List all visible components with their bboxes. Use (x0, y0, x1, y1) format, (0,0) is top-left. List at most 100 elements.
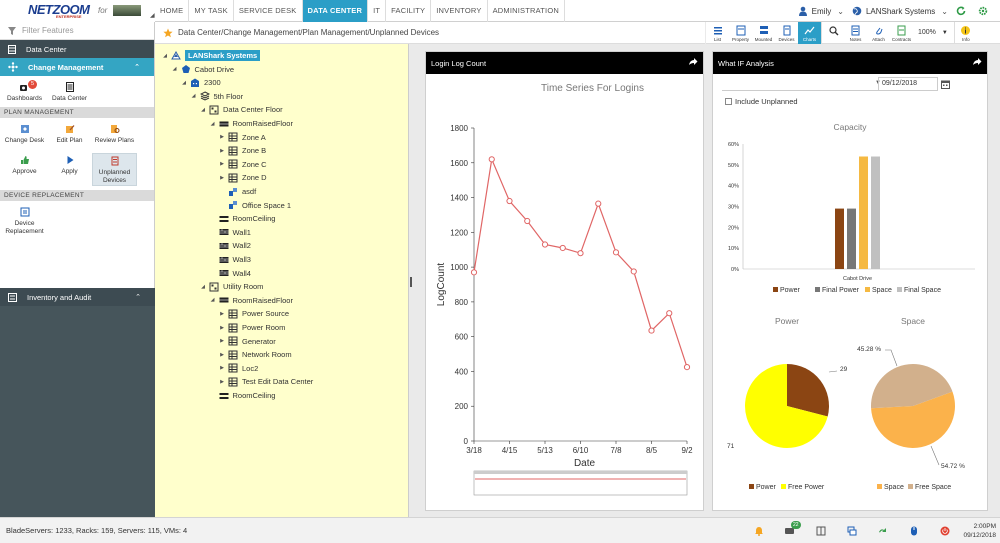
tree-toggle-icon[interactable]: ▶ (220, 324, 224, 331)
tree-node[interactable]: ◢ LANShark Systems (161, 49, 261, 62)
data-point[interactable] (648, 327, 655, 334)
refresh-button[interactable] (956, 6, 970, 16)
tree-node[interactable]: Office Space 1 (218, 199, 291, 212)
tree-node[interactable]: ◢ Data Center Floor (199, 103, 283, 116)
logo-dropdown-icon[interactable]: ◢ (150, 13, 155, 19)
include-unplanned-checkbox[interactable]: Include Unplanned (725, 97, 798, 106)
tree-toggle-icon[interactable]: ◢ (172, 66, 177, 73)
toolbar-notes-button[interactable]: Notes (844, 22, 867, 44)
data-point[interactable] (666, 310, 673, 317)
tile-unplanned-devices[interactable]: Unplanned Devices (92, 153, 137, 186)
logout-button[interactable] (929, 518, 960, 543)
legend-item[interactable]: Space (865, 287, 892, 294)
tile-edit-plan[interactable]: Edit Plan (47, 122, 92, 145)
legend-item[interactable]: Space (877, 484, 904, 491)
settings-button[interactable] (978, 6, 992, 16)
data-point[interactable] (506, 197, 513, 205)
splitter-grip[interactable] (410, 277, 412, 287)
toolbar-property-button[interactable]: Property (729, 22, 752, 44)
tile-dashboards[interactable]: 5 Dashboards (2, 80, 47, 103)
sync-button[interactable] (867, 518, 898, 543)
data-point[interactable] (524, 217, 531, 225)
tree-node[interactable]: ▶ Zone A (218, 131, 266, 144)
tree-node[interactable]: ◢ Utility Room (199, 280, 263, 293)
pie-slice-free-power[interactable] (745, 364, 828, 448)
data-point[interactable] (577, 250, 584, 257)
data-point[interactable] (488, 156, 495, 163)
tree-toggle-icon[interactable]: ▶ (220, 174, 224, 181)
pie-slice-space[interactable] (871, 391, 955, 448)
checkbox-box[interactable] (725, 98, 732, 105)
toolbar-list-button[interactable]: List (706, 22, 729, 44)
collapse-caret-icon[interactable]: ⌃ (134, 64, 140, 71)
pie-slice-free-space[interactable] (871, 364, 953, 409)
range-navigator[interactable] (473, 470, 688, 496)
tree-node[interactable]: ▶ Zone B (218, 144, 266, 157)
data-point[interactable] (683, 363, 691, 371)
tree-node[interactable]: Wall3 (209, 253, 251, 266)
data-point[interactable] (559, 244, 566, 252)
pie-slice-power[interactable] (787, 364, 829, 417)
tile-apply[interactable]: Apply (47, 153, 92, 186)
tile-device-replacement[interactable]: Device Replacement (2, 205, 47, 236)
tree-node[interactable]: ▶ Power Room (218, 321, 285, 334)
tree-toggle-icon[interactable]: ◢ (182, 79, 186, 86)
zoom-select[interactable]: 100% ▼ (918, 29, 948, 36)
tree-toggle-icon[interactable]: ◢ (201, 283, 205, 290)
collapse-caret-icon[interactable]: ⌃ (135, 294, 141, 301)
date-input[interactable]: 09/12/2018 (878, 77, 938, 91)
tile-data-center[interactable]: Data Center (47, 80, 92, 103)
org-menu[interactable]: LANShark Systems ⌄ (852, 6, 948, 16)
data-point[interactable] (541, 241, 549, 248)
tree-node[interactable]: ▶ Generator (218, 335, 276, 348)
tree-node[interactable]: ◢ Cabot Drive (171, 63, 235, 76)
share-icon[interactable] (688, 57, 698, 67)
tree-node[interactable]: Wall2 (209, 239, 251, 252)
filter-features[interactable]: Filter Features (0, 22, 154, 40)
sidebar-item-change-management[interactable]: Change Management ⌃ (0, 58, 154, 76)
bar-space[interactable] (859, 156, 868, 270)
nav-home[interactable]: HOME (155, 0, 190, 22)
sidebar-item-inventory-audit[interactable]: Inventory and Audit ⌃ (0, 288, 155, 306)
data-point[interactable] (595, 200, 602, 207)
tile-review-plans[interactable]: Review Plans (92, 122, 137, 145)
legend-item[interactable]: Free Power (781, 484, 825, 491)
tree-node[interactable]: ▶ Power Source (218, 307, 289, 320)
toolbar-devices-button[interactable]: Devices (775, 22, 798, 44)
tree-toggle-icon[interactable]: ▶ (220, 161, 224, 168)
legend-item[interactable]: Free Space (908, 484, 951, 491)
tree-toggle-icon[interactable]: ▶ (220, 365, 224, 372)
nav-it[interactable]: IT (368, 0, 387, 22)
tree-node[interactable]: Wall4 (209, 267, 251, 280)
toolbar-mounted-button[interactable]: Mounted (752, 22, 775, 44)
tree-node[interactable]: ▶ Network Room (218, 348, 292, 361)
tree-node[interactable]: Wall1 (209, 226, 251, 239)
tree-node[interactable]: ▶ Zone C (218, 158, 267, 171)
toolbar-attach-button[interactable]: Attach (867, 22, 890, 44)
mouse-button[interactable] (898, 518, 929, 543)
tree-node[interactable]: ▶ Loc2 (218, 362, 258, 375)
tree-toggle-icon[interactable]: ▶ (220, 310, 224, 317)
location-select[interactable]: ▼ (722, 77, 885, 91)
toolbar-contracts-button[interactable]: Contracts (890, 22, 913, 44)
netzoom-logo[interactable]: NETZOOM ENTERPRISE for ◢ (0, 0, 155, 22)
legend-item[interactable]: Power (749, 484, 777, 491)
bar-final-space[interactable] (871, 156, 880, 270)
legend-item[interactable]: Final Space (897, 287, 941, 294)
legend-item[interactable]: Power (773, 287, 801, 294)
tree-toggle-icon[interactable]: ▶ (220, 351, 224, 358)
tree-node[interactable]: asdf (218, 185, 256, 198)
tree-toggle-icon[interactable]: ◢ (191, 93, 196, 100)
tree-toggle-icon[interactable]: ◢ (210, 120, 215, 127)
tree-toggle-icon[interactable]: ▶ (220, 378, 224, 385)
toolbar-charts-button[interactable]: Charts (798, 21, 821, 44)
tree-toggle-icon[interactable]: ◢ (201, 106, 205, 113)
tree-toggle-icon[interactable]: ▶ (220, 338, 224, 345)
toolbar-search-button[interactable] (821, 21, 844, 44)
panel-layout-button[interactable] (805, 518, 836, 543)
messages-button[interactable]: 22 (774, 518, 805, 543)
tree-node[interactable]: ▶ Zone D (218, 171, 267, 184)
tree-node[interactable]: ◢ 5th Floor (190, 90, 243, 103)
tile-approve[interactable]: Approve (2, 153, 47, 186)
nav-service-desk[interactable]: SERVICE DESK (234, 0, 303, 22)
